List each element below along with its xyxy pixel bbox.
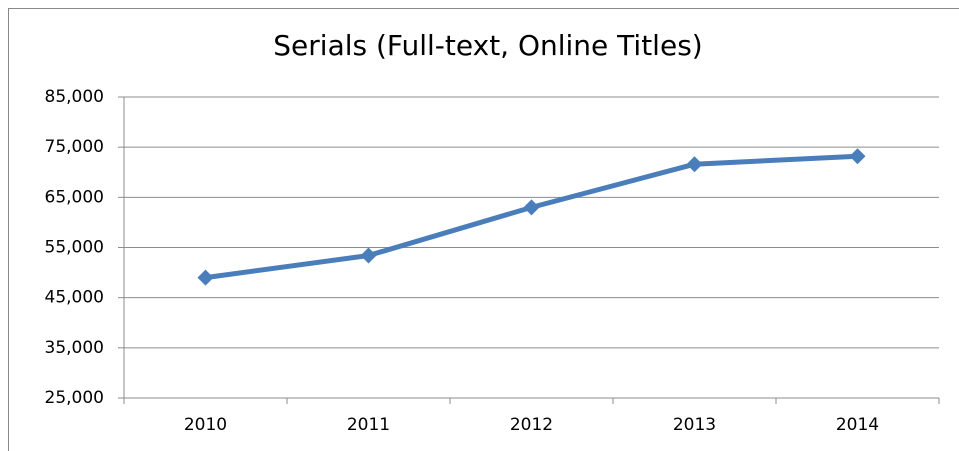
y-tick-label: 35,000 bbox=[45, 338, 104, 358]
data-point bbox=[523, 199, 540, 216]
y-tick-label: 55,000 bbox=[45, 238, 104, 258]
y-tick-label: 65,000 bbox=[45, 187, 104, 207]
data-point bbox=[360, 247, 377, 264]
y-tick-label: 85,000 bbox=[45, 87, 104, 107]
chart-title: Serials (Full-text, Online Titles) bbox=[273, 29, 702, 62]
x-tick-label: 2014 bbox=[836, 415, 879, 435]
chart-frame bbox=[8, 8, 959, 451]
x-tick-label: 2011 bbox=[347, 415, 390, 435]
x-tick-label: 2010 bbox=[184, 415, 227, 435]
x-tick-label: 2012 bbox=[510, 415, 553, 435]
y-tick-label: 45,000 bbox=[45, 288, 104, 308]
data-point bbox=[686, 156, 703, 173]
data-point bbox=[849, 148, 866, 165]
data-point bbox=[197, 269, 214, 286]
x-tick-label: 2013 bbox=[673, 415, 716, 435]
y-tick-label: 25,000 bbox=[45, 388, 104, 408]
y-tick-label: 75,000 bbox=[45, 137, 104, 157]
